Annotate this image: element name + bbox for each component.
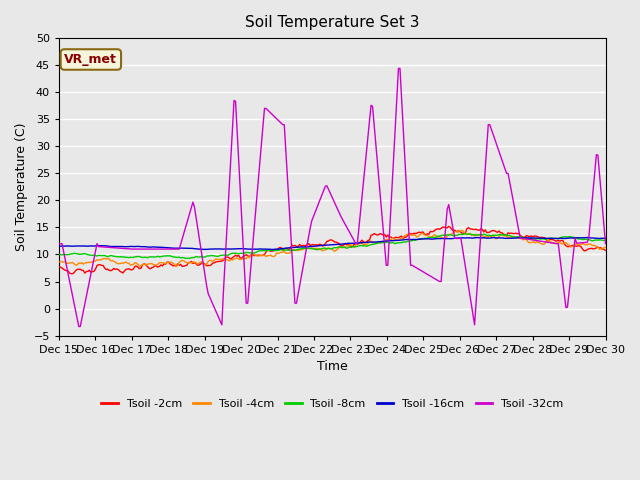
- Text: VR_met: VR_met: [65, 53, 117, 66]
- Legend: Tsoil -2cm, Tsoil -4cm, Tsoil -8cm, Tsoil -16cm, Tsoil -32cm: Tsoil -2cm, Tsoil -4cm, Tsoil -8cm, Tsoi…: [97, 395, 568, 414]
- X-axis label: Time: Time: [317, 360, 348, 373]
- Y-axis label: Soil Temperature (C): Soil Temperature (C): [15, 122, 28, 251]
- Title: Soil Temperature Set 3: Soil Temperature Set 3: [245, 15, 419, 30]
